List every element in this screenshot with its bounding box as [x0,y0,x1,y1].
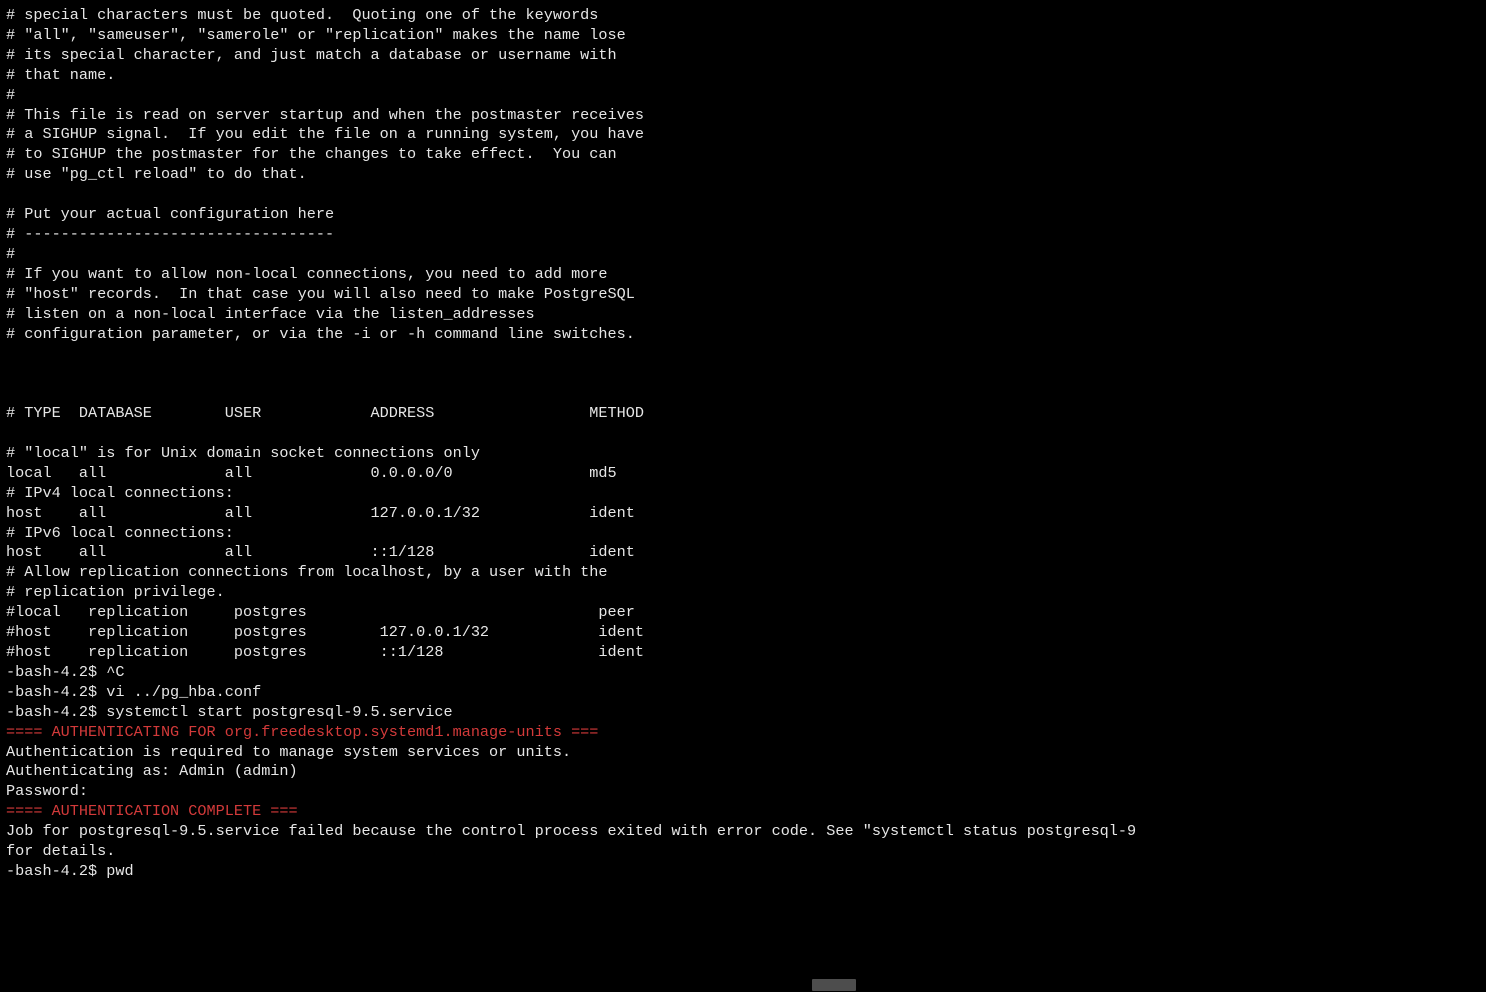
terminal-line: host all all 127.0.0.1/32 ident [6,504,1480,524]
terminal-line: #host replication postgres ::1/128 ident [6,643,1480,663]
terminal-line: # IPv6 local connections: [6,524,1480,544]
terminal-line: -bash-4.2$ systemctl start postgresql-9.… [6,703,1480,723]
terminal-line: # ---------------------------------- [6,225,1480,245]
terminal-line: #local replication postgres peer [6,603,1480,623]
terminal-line: # "host" records. In that case you will … [6,285,1480,305]
terminal-line: # replication privilege. [6,583,1480,603]
terminal-output[interactable]: # special characters must be quoted. Quo… [0,0,1486,882]
terminal-line [6,384,1480,404]
terminal-line: # [6,86,1480,106]
terminal-line [6,364,1480,384]
terminal-line: # special characters must be quoted. Quo… [6,6,1480,26]
horizontal-scrollbar-track[interactable] [0,976,1486,992]
terminal-line: # Allow replication connections from loc… [6,563,1480,583]
terminal-line [6,185,1480,205]
terminal-line: Authentication is required to manage sys… [6,743,1480,763]
terminal-line: for details. [6,842,1480,862]
terminal-line: ==== AUTHENTICATING FOR org.freedesktop.… [6,723,1480,743]
terminal-line: # This file is read on server startup an… [6,106,1480,126]
terminal-line: Job for postgresql-9.5.service failed be… [6,822,1480,842]
terminal-line: # "local" is for Unix domain socket conn… [6,444,1480,464]
terminal-line: # Put your actual configuration here [6,205,1480,225]
terminal-line: local all all 0.0.0.0/0 md5 [6,464,1480,484]
terminal-line: # configuration parameter, or via the -i… [6,325,1480,345]
terminal-line: # IPv4 local connections: [6,484,1480,504]
terminal-line: -bash-4.2$ ^C [6,663,1480,683]
terminal-line: # If you want to allow non-local connect… [6,265,1480,285]
terminal-line: # [6,245,1480,265]
terminal-line: # listen on a non-local interface via th… [6,305,1480,325]
terminal-line: Authenticating as: Admin (admin) [6,762,1480,782]
terminal-line: # TYPE DATABASE USER ADDRESS METHOD [6,404,1480,424]
terminal-line [6,344,1480,364]
horizontal-scrollbar-thumb[interactable] [812,979,856,991]
terminal-line: # a SIGHUP signal. If you edit the file … [6,125,1480,145]
terminal-line: host all all ::1/128 ident [6,543,1480,563]
terminal-line: #host replication postgres 127.0.0.1/32 … [6,623,1480,643]
terminal-line [6,424,1480,444]
terminal-line: # its special character, and just match … [6,46,1480,66]
terminal-line: -bash-4.2$ vi ../pg_hba.conf [6,683,1480,703]
terminal-line: # "all", "sameuser", "samerole" or "repl… [6,26,1480,46]
terminal-line: # that name. [6,66,1480,86]
terminal-line: Password: [6,782,1480,802]
terminal-line: -bash-4.2$ pwd [6,862,1480,882]
terminal-line: # use "pg_ctl reload" to do that. [6,165,1480,185]
terminal-line: # to SIGHUP the postmaster for the chang… [6,145,1480,165]
terminal-line: ==== AUTHENTICATION COMPLETE === [6,802,1480,822]
